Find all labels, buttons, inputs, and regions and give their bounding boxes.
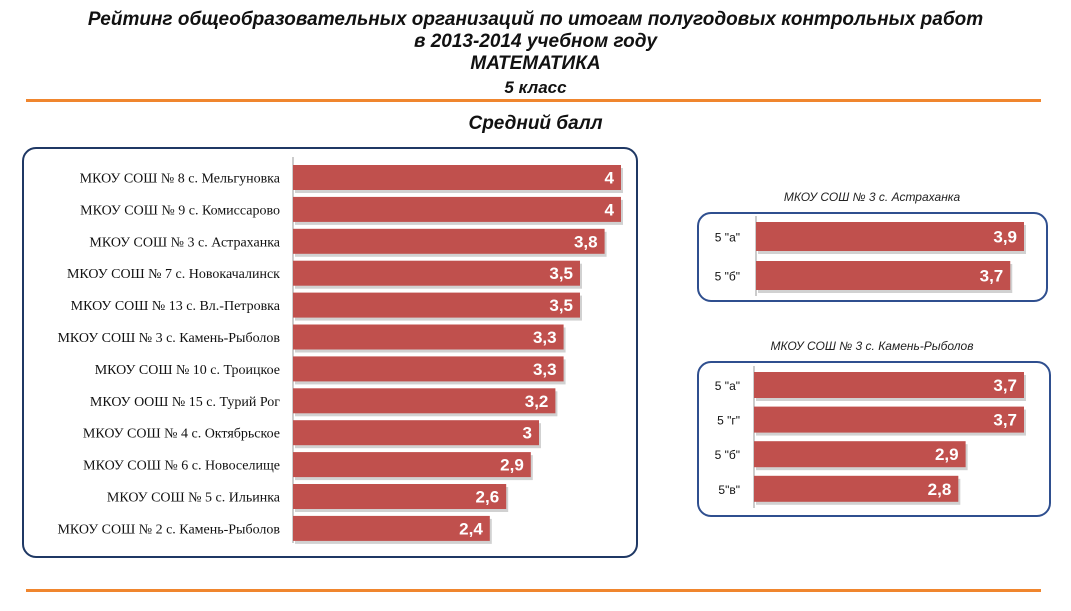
chart-1-value-label: 3,9 [993,228,1017,247]
report-subject: МАТЕМАТИКА [470,53,601,74]
main-chart-title: Средний балл [468,113,603,134]
chart-0-value-label: 3,5 [549,264,573,283]
kamen-rybolov-chart-title: МКОУ СОШ № 3 с. Камень-Рыболов [770,339,974,353]
report-grade: 5 класс [504,78,567,97]
chart-0-bar [293,324,564,350]
chart-2-value-label: 2,9 [935,445,959,464]
chart-1-bar [756,261,1011,290]
chart-0-value-label: 3,2 [525,392,549,411]
chart-2-value-label: 3,7 [993,376,1017,395]
chart-2-bar [754,406,1024,433]
chart-0-category-label: МКОУ СОШ № 6 с. Новоселище [83,459,280,474]
report-title-line-1: Рейтинг общеобразовательных организаций … [87,9,984,30]
chart-0-category-label: МКОУ СОШ № 4 с. Октябрьское [83,427,280,442]
chart-0-bar [293,196,621,222]
chart-1-bar [756,222,1024,251]
chart-2-bar [754,441,966,468]
chart-0-value-label: 3 [523,424,532,443]
chart-0-bar [293,388,556,414]
chart-2-category-label: 5 "г" [717,414,740,428]
chart-0-value-label: 3,3 [533,328,557,347]
chart-2-category-label: 5 "а" [715,379,740,393]
chart-0-category-label: МКОУ СОШ № 2 с. Камень-Рыболов [57,522,280,537]
chart-0-category-label: МКОУ СОШ № 3 с. Астраханка [89,235,280,250]
chart-0-value-label: 2,6 [476,488,500,507]
chart-0-bar [293,420,539,446]
top-divider [26,99,1041,102]
chart-0-bar [293,292,580,318]
report-title-line-2: в 2013-2014 учебном году [413,31,658,52]
chart-0-value-label: 4 [605,169,615,188]
chart-2-bar [754,372,1024,398]
chart-0-category-label: МКОУ СОШ № 8 с. Мельгуновка [80,172,281,187]
chart-0-category-label: МКОУ ООШ № 15 с. Турий Рог [90,395,280,410]
chart-2-value-label: 3,7 [993,411,1017,430]
chart-0-value-label: 2,4 [459,519,483,538]
chart-2-value-label: 2,8 [928,480,952,499]
chart-0-value-label: 2,9 [500,456,524,475]
chart-0-bar [293,484,507,509]
chart-0-category-label: МКОУ СОШ № 7 с. Новокачалинск [67,267,280,282]
bottom-divider [26,589,1041,592]
chart-2-category-label: 5 "б" [715,448,740,462]
chart-0-value-label: 3,8 [574,232,598,251]
chart-0-bar [293,452,531,478]
chart-0-value-label: 3,3 [533,360,557,379]
chart-0-value-label: 3,5 [549,296,573,315]
chart-1-category-label: 5 "а" [715,231,740,245]
chart-0-bar [293,165,621,190]
chart-0-bar [293,260,580,286]
chart-0-category-label: МКОУ СОШ № 5 с. Ильинка [107,491,281,506]
chart-0-category-label: МКОУ СОШ № 3 с. Камень-Рыболов [57,331,280,346]
chart-2-bar [754,475,959,502]
chart-0-value-label: 4 [605,200,615,219]
chart-1-value-label: 3,7 [980,267,1004,286]
chart-2-category-label: 5"в" [718,483,740,497]
chart-0-bar [293,356,564,382]
chart-0-category-label: МКОУ СОШ № 13 с. Вл.-Петровка [71,299,281,314]
chart-0-category-label: МКОУ СОШ № 9 с. Комиссарово [80,203,280,218]
chart-0-bar [293,228,605,254]
chart-0-bar [293,515,490,541]
chart-1-category-label: 5 "б" [715,270,740,284]
astrakhanka-chart-title: МКОУ СОШ № 3 с. Астраханка [783,190,961,204]
chart-0-category-label: МКОУ СОШ № 10 с. Троицкое [95,363,280,378]
